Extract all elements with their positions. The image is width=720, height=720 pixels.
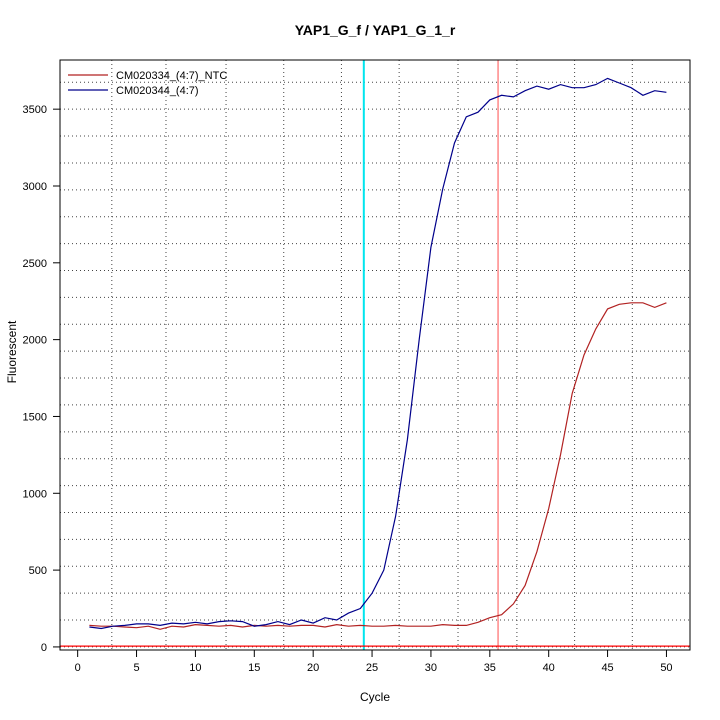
y-tick-label: 500 — [29, 565, 47, 577]
x-tick-label: 25 — [366, 662, 378, 674]
x-tick-label: 5 — [133, 662, 139, 674]
series-line-1 — [89, 302, 667, 630]
x-tick-label: 0 — [75, 662, 81, 674]
marker-lines — [60, 60, 690, 650]
y-tick-label: 3000 — [23, 181, 47, 193]
series-lines — [89, 77, 667, 630]
x-tick-label: 35 — [484, 662, 496, 674]
plot-frame — [59, 59, 691, 651]
x-tick-label: 50 — [660, 662, 672, 674]
chart-title: YAP1_G_f / YAP1_G_1_r — [295, 22, 456, 38]
x-axis-label: Cycle — [360, 690, 390, 704]
y-tick-label: 3500 — [23, 104, 47, 116]
y-tick-label: 0 — [41, 642, 47, 654]
x-tick-label: 20 — [307, 662, 319, 674]
y-tick-label: 2500 — [23, 258, 47, 270]
x-tick-label: 30 — [425, 662, 437, 674]
axes: 0 5 10 15 20 25 30 35 40 45 5005001000150020002500… — [23, 59, 691, 674]
y-tick-label: 1000 — [23, 488, 47, 500]
x-tick-label: 45 — [601, 662, 613, 674]
grid-lines — [60, 60, 690, 650]
x-tick-label: 40 — [543, 662, 555, 674]
y-tick-label: 2000 — [23, 335, 47, 347]
legend-label: CM020334_(4:7)_NTC — [116, 70, 227, 82]
legend: CM020334_(4:7)_NTC CM020344_(4:7) — [68, 70, 227, 97]
y-tick-label: 1500 — [23, 411, 47, 423]
y-axis-label: Fluorescent — [5, 320, 19, 383]
x-tick-label: 15 — [248, 662, 260, 674]
x-tick-label: 10 — [189, 662, 201, 674]
series-line-2 — [89, 77, 667, 630]
legend-label: CM020344_(4:7) — [116, 85, 199, 97]
